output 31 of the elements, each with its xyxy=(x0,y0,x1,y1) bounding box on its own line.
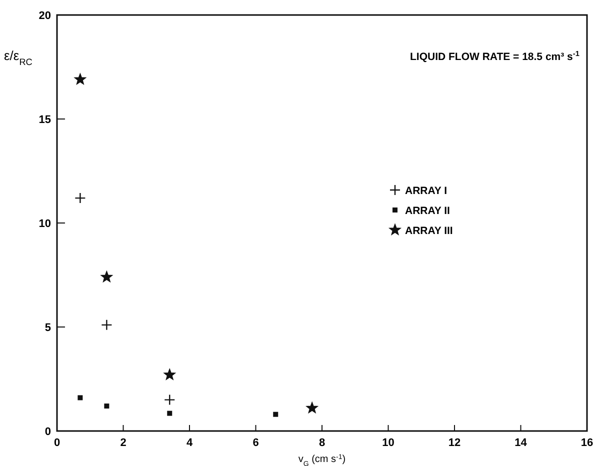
legend-label: ARRAY III xyxy=(405,225,453,237)
x-tick-label: 14 xyxy=(514,437,528,449)
x-tick-label: 12 xyxy=(448,437,461,449)
x-tick-label: 4 xyxy=(186,437,194,449)
x-tick-label: 8 xyxy=(318,437,326,449)
y-tick-label: 10 xyxy=(38,218,51,230)
x-tick-label: 2 xyxy=(120,437,126,449)
point xyxy=(104,404,110,409)
point xyxy=(164,394,176,406)
point xyxy=(78,395,83,400)
point xyxy=(273,412,278,417)
point xyxy=(164,368,176,380)
x-tick-label: 6 xyxy=(252,437,259,449)
y-tick-label: 5 xyxy=(44,322,51,334)
y-axis-title: ε/ε$_{RC}$ xyxy=(4,48,33,67)
y-tick-label: 0 xyxy=(44,426,51,438)
point xyxy=(74,192,86,204)
legend-label: ARRAY I xyxy=(405,185,448,197)
point xyxy=(306,402,318,414)
point xyxy=(100,270,113,282)
y-tick-label: 15 xyxy=(38,114,51,126)
annotation: LIQUID FLOW RATE = 18.5 cm³ s$^{-1}$ xyxy=(410,48,580,63)
y-tick-label: 20 xyxy=(38,10,51,22)
point xyxy=(74,73,86,85)
x-tick-label: 10 xyxy=(382,437,394,449)
point xyxy=(167,410,172,416)
legend-label: ARRAY II xyxy=(405,205,450,217)
x-tick-label: 16 xyxy=(580,437,593,449)
x-tick-label: 0 xyxy=(54,437,60,449)
point xyxy=(101,319,112,331)
x-axis-title: v$_{G}$ (cm s$^{-1}$) xyxy=(298,454,346,466)
